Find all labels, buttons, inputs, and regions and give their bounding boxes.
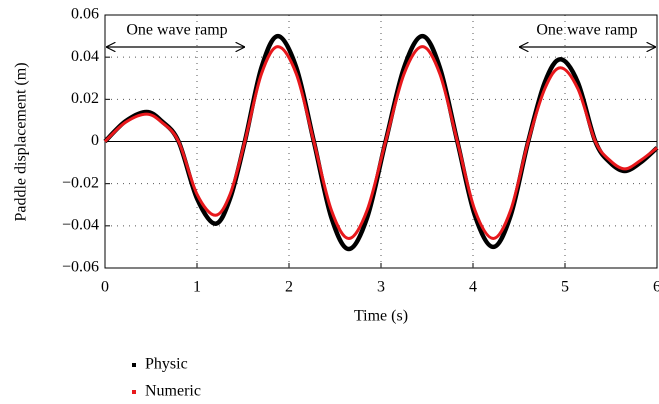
y-tick-label: −0.02 bbox=[62, 174, 99, 191]
y-axis-label: Paddle displacement (m) bbox=[13, 62, 30, 221]
y-tick-label: 0 bbox=[91, 132, 99, 149]
legend-label: Physic bbox=[145, 356, 188, 373]
legend-marker bbox=[132, 363, 136, 367]
x-tick-label: 1 bbox=[193, 279, 201, 296]
x-tick-label: 6 bbox=[653, 279, 659, 296]
annotation: One wave ramp bbox=[536, 22, 637, 39]
y-tick-label: 0.04 bbox=[71, 48, 99, 65]
series-line bbox=[103, 45, 658, 240]
y-tick-label: 0.02 bbox=[71, 90, 99, 107]
annotation: One wave ramp bbox=[126, 22, 227, 39]
y-tick-label: −0.06 bbox=[62, 259, 99, 276]
x-tick-label: 0 bbox=[101, 279, 109, 296]
x-axis-label: Time (s) bbox=[354, 308, 408, 325]
y-tick-label: 0.06 bbox=[71, 6, 99, 23]
x-tick-label: 5 bbox=[561, 279, 569, 296]
x-tick-label: 3 bbox=[377, 279, 385, 296]
y-tick-label: −0.04 bbox=[62, 217, 99, 234]
x-tick-label: 4 bbox=[469, 279, 477, 296]
series-line bbox=[103, 33, 659, 252]
legend-marker bbox=[132, 390, 136, 394]
x-tick-label: 2 bbox=[285, 279, 293, 296]
legend-label: Numeric bbox=[145, 383, 201, 400]
